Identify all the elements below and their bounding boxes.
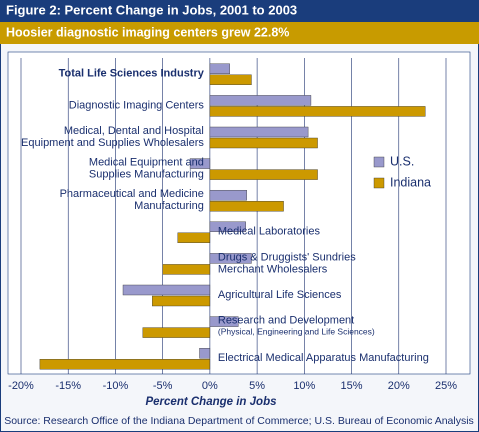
x-tick-label: -15%: [55, 380, 81, 392]
bar: [142, 327, 211, 338]
x-axis-title: Percent Change in Jobs: [145, 396, 276, 408]
x-tick-label: 20%: [388, 380, 410, 392]
bar: [209, 169, 318, 180]
subtitle-bar: [0, 22, 479, 44]
bar: [209, 221, 246, 233]
category-label: Research and Development (Physical, Engin…: [218, 315, 375, 337]
x-tick-label: 10%: [293, 380, 315, 392]
bar: [122, 284, 211, 296]
plot-area: [7, 51, 471, 375]
category-label: Diagnostic Imaging Centers: [69, 99, 205, 111]
bar: [209, 74, 252, 86]
x-tick-label: 0%: [202, 380, 218, 392]
bar: [39, 359, 211, 370]
bar: [209, 137, 318, 149]
category-label: Agricultural Life Sciences: [218, 289, 342, 301]
legend-label: Indiana: [390, 175, 431, 189]
bar: [209, 316, 239, 327]
category-label: Medical Laboratories: [218, 226, 321, 238]
category-label: Drugs & Druggists' Sundries Merchant Whol…: [218, 251, 356, 275]
source: Source: Research Office of the Indiana D…: [4, 415, 474, 427]
bar: [189, 158, 211, 169]
bar: [209, 200, 284, 212]
bar: [177, 232, 211, 244]
category-label: Pharmaceutical and Medicine Manufacturing: [60, 188, 204, 212]
bar: [209, 95, 312, 106]
bar: [209, 189, 247, 201]
x-tick-label: 15%: [341, 380, 363, 392]
legend-swatch: [373, 156, 385, 168]
bar: [199, 348, 211, 359]
bar: [209, 253, 252, 264]
title-bar: [0, 0, 479, 22]
x-tick-label: -20%: [8, 380, 34, 392]
subtitle: Hoosier diagnostic imaging centers grew …: [6, 25, 289, 39]
legend-swatch: [373, 177, 385, 189]
bar: [209, 106, 426, 117]
bar: [209, 63, 230, 74]
bar: [152, 295, 211, 307]
category-label: Medical Equipment and Supplies Manufactur…: [89, 157, 204, 181]
x-tick-label: -5%: [153, 380, 173, 392]
chart-title: Figure 2: Percent Change in Jobs, 2001 t…: [6, 2, 297, 17]
bar: [162, 264, 211, 275]
bar: [209, 126, 309, 138]
category-label: Total Life Sciences Industry: [59, 68, 205, 80]
x-tick-label: -10%: [103, 380, 129, 392]
legend-label: U.S.: [390, 154, 414, 168]
category-label: Electrical Medical Apparatus Manufacturi…: [218, 352, 429, 364]
x-tick-label: 25%: [435, 380, 457, 392]
category-label: Medical, Dental and Hospital Equipment an…: [21, 125, 204, 149]
x-tick-label: 5%: [249, 380, 265, 392]
